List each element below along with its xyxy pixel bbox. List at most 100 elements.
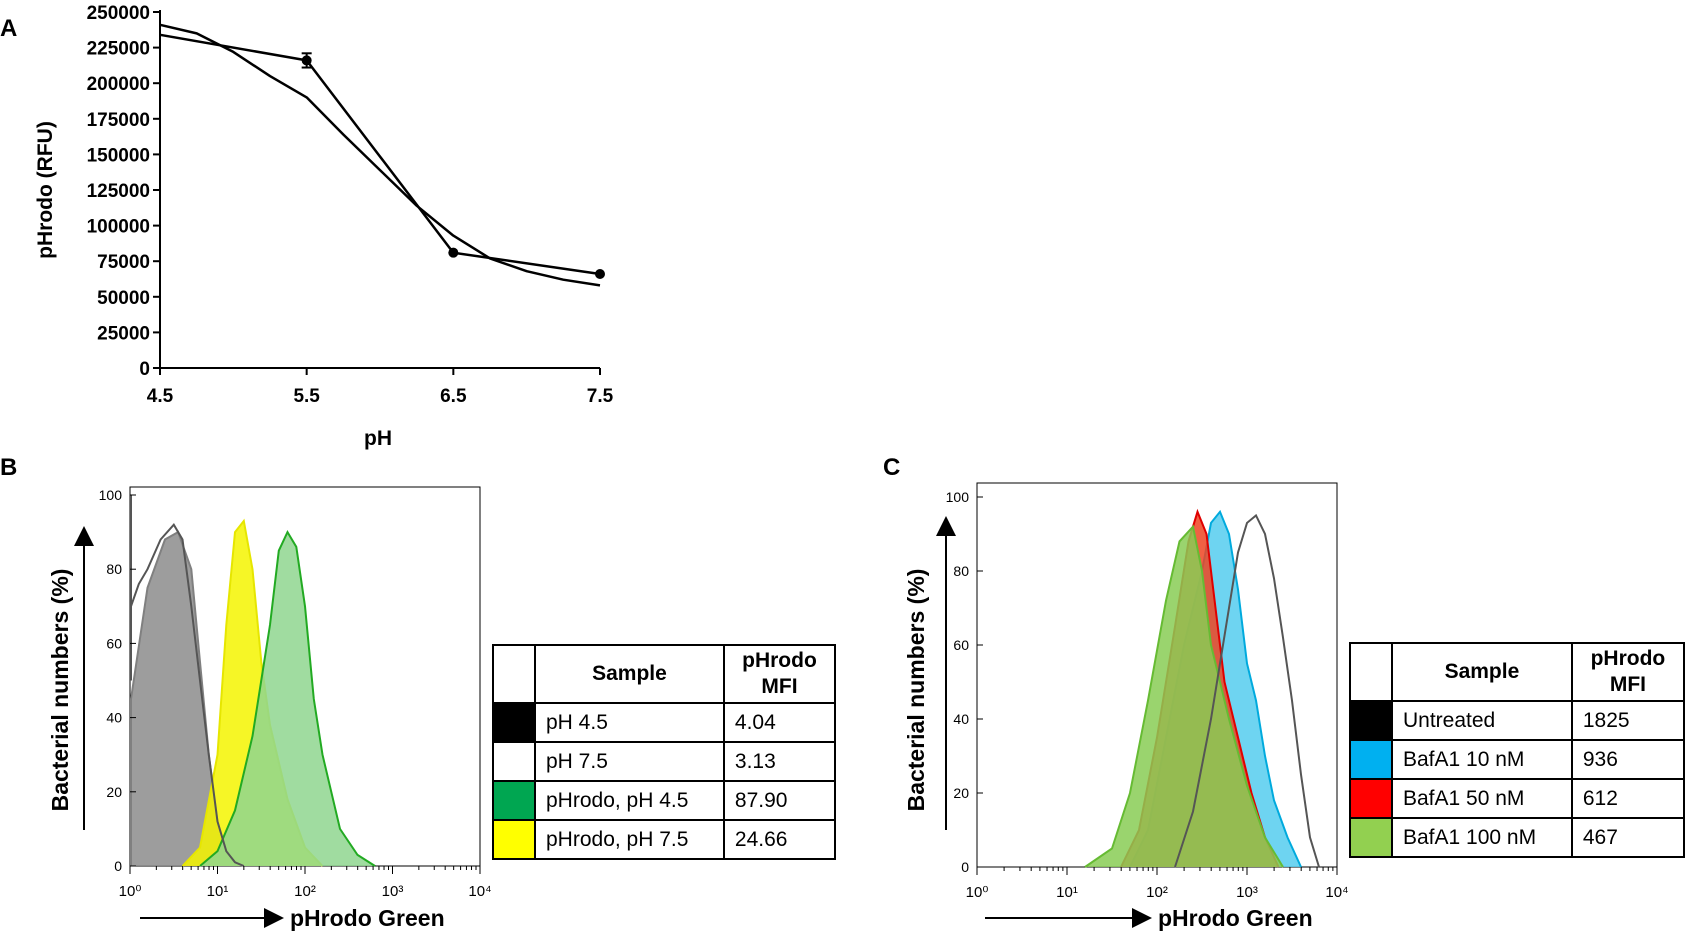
a-y-tick-label: 100000 — [87, 217, 150, 238]
b-series-outline — [199, 529, 376, 867]
sample-cell: BafA1 10 nM — [1391, 739, 1573, 780]
table-row: pH 7.5 3.13 — [492, 741, 837, 782]
c-series-outline — [1084, 524, 1284, 868]
b-x-tick-label: 10³ — [382, 883, 404, 900]
mfi-cell: 1825 — [1570, 700, 1685, 741]
a-y-tick-label: 50000 — [97, 288, 150, 309]
c-x-tick-label: 10² — [1146, 884, 1168, 901]
color-swatch — [1349, 817, 1393, 858]
b-x-tick-label: 10² — [294, 883, 316, 900]
c-series-outline — [1174, 513, 1320, 868]
mfi-header-line2: MFI — [761, 675, 798, 698]
b-series-area — [131, 532, 244, 866]
b-series-area — [200, 532, 375, 866]
b-series-fills — [130, 495, 376, 867]
c-y-tick-label: 20 — [953, 785, 969, 801]
c-x-tick-label: 10⁰ — [966, 884, 989, 901]
panel-c-mfi-table: Sample pHrodo MFI Untreated 1825 BafA1 10… — [1349, 642, 1685, 858]
c-x-tick-label: 10⁴ — [1325, 884, 1348, 901]
b-x-label: pHrodo Green — [290, 905, 445, 931]
b-y-tick-label: 0 — [114, 858, 122, 874]
panel-b-mfi-table: Sample pHrodo MFI pH 4.5 4.04 pH 7.5 3.13… — [492, 644, 837, 860]
mfi-cell: 612 — [1570, 778, 1685, 819]
b-x-tick-label: 10¹ — [207, 883, 229, 900]
color-swatch — [492, 819, 536, 860]
a-y-tick-label: 0 — [139, 359, 150, 380]
color-swatch — [1349, 700, 1393, 741]
panel-label-b: B — [0, 454, 17, 481]
swatch-header — [1349, 642, 1393, 702]
a-y-label: pHrodo (RFU) — [34, 121, 57, 259]
b-y-tick-label: 60 — [106, 635, 122, 651]
b-y-label: Bacterial numbers (%) — [47, 569, 73, 812]
a-y-tick-label: 75000 — [97, 252, 150, 273]
table-row: pHrodo, pH 7.5 24.66 — [492, 819, 837, 860]
color-swatch — [492, 702, 536, 743]
b-x-tick-label: 10⁰ — [119, 883, 142, 900]
mfi-header: pHrodo MFI — [1570, 642, 1685, 702]
a-x-tick-label: 4.5 — [147, 386, 174, 407]
c-y-tick-label: 40 — [953, 711, 969, 727]
a-y-tick-label: 225000 — [87, 39, 150, 60]
a-y-tick-label: 125000 — [87, 181, 150, 202]
b-y-tick-label: 40 — [106, 710, 122, 726]
table-row: pHrodo, pH 4.5 87.90 — [492, 780, 837, 821]
mfi-cell: 3.13 — [722, 741, 837, 782]
mfi-header-line1: pHrodo — [1590, 647, 1666, 670]
c-series-area — [1085, 526, 1283, 867]
color-swatch — [1349, 739, 1393, 780]
table-header-row: Sample pHrodo MFI — [492, 644, 837, 704]
a-x-tick-label: 6.5 — [440, 386, 467, 407]
a-data-line — [159, 33, 601, 276]
sample-header: Sample — [1391, 642, 1573, 702]
b-x-tick-label: 10⁴ — [468, 883, 491, 900]
color-swatch — [492, 780, 536, 821]
b-y-tick-label: 100 — [99, 487, 123, 503]
table-row: BafA1 10 nM 936 — [1349, 739, 1685, 780]
a-data-point — [301, 55, 312, 66]
a-y-tick-label: 25000 — [97, 323, 150, 344]
table-header-row: Sample pHrodo MFI — [1349, 642, 1685, 702]
mfi-header-line2: MFI — [1609, 673, 1647, 696]
c-x-tick-label: 10¹ — [1056, 884, 1078, 901]
sample-cell: BafA1 100 nM — [1391, 817, 1573, 858]
color-swatch — [492, 741, 536, 782]
sample-header: Sample — [534, 644, 725, 704]
a-y-ticks: 0 25000 50000 75000 100000 125000 150000 175000… — [87, 3, 160, 380]
a-data-point — [595, 269, 605, 280]
sample-cell: BafA1 50 nM — [1391, 778, 1573, 819]
c-x-ticks: 10⁰ 10¹ 10² 10³ 10⁴ — [966, 867, 1349, 901]
c-y-tick-label: 80 — [953, 563, 969, 579]
swatch-header — [492, 644, 536, 704]
a-fit-curve — [159, 23, 601, 287]
c-y-tick-label: 0 — [961, 859, 969, 875]
a-x-tick-label: 7.5 — [587, 386, 614, 407]
sample-cell: pHrodo, pH 4.5 — [534, 780, 725, 821]
table-row: BafA1 50 nM 612 — [1349, 778, 1685, 819]
a-y-tick-label: 175000 — [87, 110, 150, 131]
mfi-header: pHrodo MFI — [722, 644, 837, 704]
a-x-ticks: 4.5 5.5 6.5 7.5 — [147, 368, 614, 407]
panel-label-c: C — [883, 454, 900, 481]
table-row: pH 4.5 4.04 — [492, 702, 837, 743]
c-x-label: pHrodo Green — [1158, 905, 1313, 931]
color-swatch — [1349, 778, 1393, 819]
mfi-cell: 24.66 — [722, 819, 837, 860]
a-y-tick-label: 200000 — [87, 74, 150, 95]
mfi-cell: 87.90 — [722, 780, 837, 821]
c-series-fills — [1084, 508, 1320, 868]
panel-a-chart: 0 25000 50000 75000 100000 125000 150000 175000… — [34, 3, 614, 450]
a-y-tick-label: 250000 — [87, 3, 150, 24]
a-data-point — [448, 247, 459, 258]
a-series — [159, 23, 605, 287]
c-y-label: Bacterial numbers (%) — [903, 569, 929, 812]
b-y-ticks: 0 20 40 60 80 100 — [99, 487, 136, 874]
c-y-tick-label: 100 — [946, 489, 970, 505]
panel-c-histogram: 0 20 40 60 80 100 10⁰ 10¹ 10² 10³ 10⁴ pHrodo Gree… — [903, 482, 1349, 931]
b-x-ticks: 10⁰ 10¹ 10² 10³ 10⁴ — [119, 866, 492, 900]
a-y-tick-label: 150000 — [87, 145, 150, 166]
mfi-cell: 936 — [1570, 739, 1685, 780]
b-series-area — [182, 521, 323, 866]
mfi-cell: 467 — [1570, 817, 1685, 858]
